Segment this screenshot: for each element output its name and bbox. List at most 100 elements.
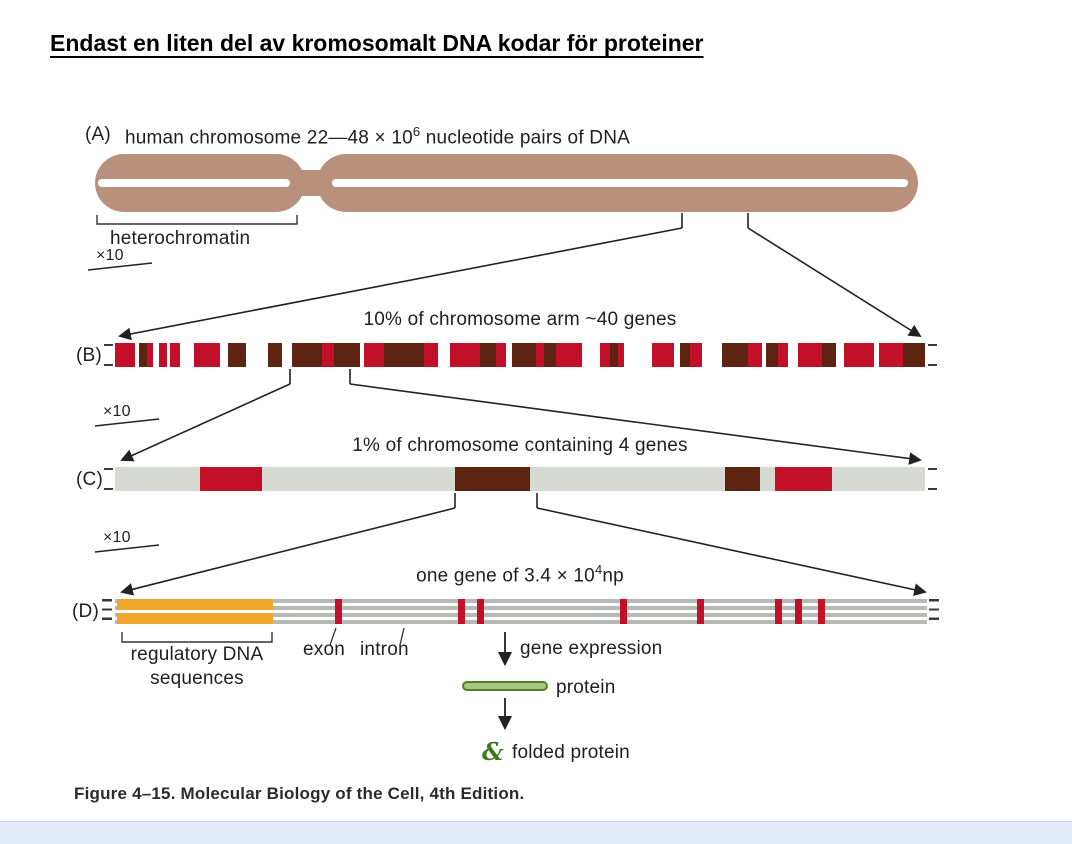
intron-label: intron [360,639,409,660]
panel-b-gene-bar [115,343,925,367]
gene-segment [512,343,536,367]
gene-segment [228,343,246,367]
panel-b-title: 10% of chromosome arm ~40 genes [363,309,677,330]
continuation-dashes-b-left [104,344,113,366]
gene-segment [610,343,618,367]
zoom-fan-line-a-right [747,227,922,338]
gene-segment [725,467,760,491]
chromatid-slit-right [332,179,908,187]
gene-segment [450,343,480,367]
intergenic-segment [832,467,925,491]
panel-c-title: 1% of chromosome containing 4 genes [352,435,688,456]
panel-b-label: (B) [76,345,102,366]
zoom-fan-line-a-left [118,227,683,341]
exon-mark [795,599,802,624]
bottom-strip [0,821,1072,844]
slide-title: Endast en liten del av kromosomalt DNA k… [50,30,704,56]
gene-segment [159,343,167,367]
gene-segment [822,343,836,367]
x10-underline-3 [94,544,160,553]
intergenic-segment [702,343,722,367]
panel-d-title-tail: np [602,565,624,587]
regulatory-dna-region [117,599,273,624]
exon-mark [818,599,825,624]
intergenic-segment [167,343,170,367]
gene-segment [334,343,360,367]
panel-d-title: one gene of 3.4 × 104np [416,562,624,587]
gene-segment [766,343,778,367]
intergenic-segment [360,343,364,367]
exon-mark [775,599,782,624]
panel-a-title-sup: 6 [412,124,421,139]
intergenic-segment [220,343,228,367]
panel-c-label: (C) [76,469,103,490]
gene-segment [680,343,690,367]
zoom-fan-line-c-left [120,507,456,596]
centromere-connector [297,170,325,196]
continuation-dashes-b-right [928,344,937,366]
exon-label: exon [303,639,346,660]
gene-segment [115,343,135,367]
zoom-factor-label-1: ×10 [96,247,124,264]
intergenic-segment [180,343,194,367]
figure-caption: Figure 4–15. Molecular Biology of the Ce… [74,784,525,803]
gene-segment [600,343,610,367]
protein-label: protein [556,677,616,698]
folded-protein-label: folded protein [512,742,630,763]
panel-d-label: (D) [72,601,99,622]
regulatory-label-line2: sequences [150,668,244,689]
folded-protein-icon: & [482,737,504,766]
intergenic-segment [624,343,652,367]
intergenic-segment [760,467,775,491]
x10-underline-2 [94,418,160,427]
exon-mark [697,599,704,624]
panel-d-title-sup: 4 [594,562,603,577]
panel-c-gene-bar [115,467,925,491]
continuation-dashes-c-right [928,468,937,490]
panel-d-gene-bar [115,599,927,624]
gene-segment [480,343,496,367]
exon-mark [620,599,627,624]
panel-a-heading: (A) human chromosome 22—48 × 106 nucleot… [85,124,630,149]
exon-mark [458,599,465,624]
continuation-dashes-d-left [102,599,112,624]
intergenic-segment [135,343,139,367]
gene-segment [556,343,582,367]
intergenic-segment [438,343,450,367]
gene-segment [147,343,153,367]
gene-segment [384,343,424,367]
regulatory-bracket [121,632,273,643]
gene-expression-label: gene expression [520,638,663,659]
zoom-factor-label-3: ×10 [103,529,131,546]
intergenic-segment [582,343,600,367]
intergenic-segment [874,343,879,367]
heterochromatin-label: heterochromatin [110,228,251,249]
gene-segment [778,343,788,367]
gene-segment [139,343,147,367]
gene-segment [200,467,262,491]
gene-segment [292,343,322,367]
gene-segment [364,343,384,367]
panel-a-title-tail: nucleotide pairs of DNA [420,127,630,149]
chromatid-slit-left [98,179,290,187]
gene-segment [424,343,438,367]
gene-segment [170,343,180,367]
continuation-dashes-d-right [929,599,939,624]
protein-bar [462,681,548,691]
intergenic-segment [246,343,268,367]
intergenic-segment [674,343,680,367]
zoom-fan-line-b-right [349,383,922,465]
gene-segment [455,467,530,491]
gene-segment [194,343,220,367]
centromere-notch-top [297,138,325,166]
intergenic-segment [506,343,512,367]
centromere-notch-bottom [297,200,325,228]
panel-a-label: (A) [85,124,111,145]
gene-segment [903,343,925,367]
gene-segment [322,343,334,367]
exon-mark [335,599,342,624]
intergenic-segment [788,343,798,367]
gene-segment [544,343,556,367]
zoom-fan-line-b-left [120,383,291,462]
